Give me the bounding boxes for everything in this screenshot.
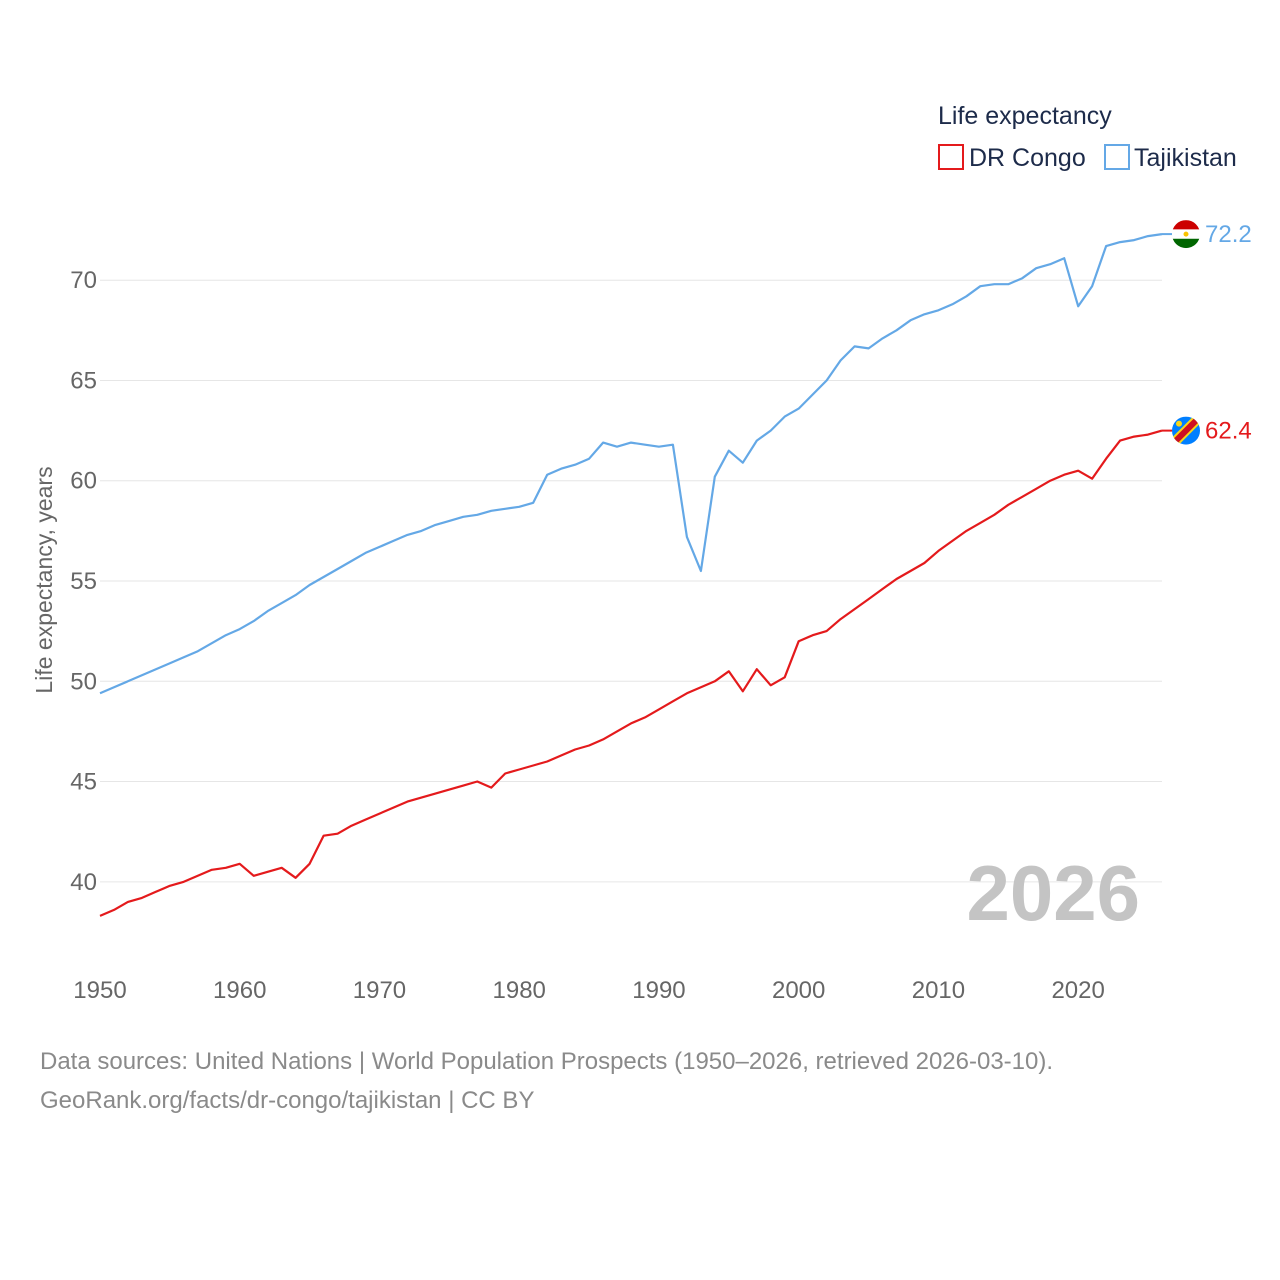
y-tick-label: 45 bbox=[70, 769, 97, 796]
x-axis-ticks: 1950 1960 1970 1980 1990 2000 2010 2020 bbox=[73, 977, 1105, 1004]
x-tick-label: 2010 bbox=[912, 977, 965, 1004]
legend-label-dr-congo[interactable]: DR Congo bbox=[969, 144, 1086, 172]
gridlines bbox=[100, 279, 1162, 883]
end-value-label: 62.4 bbox=[1205, 418, 1252, 445]
y-tick-label: 50 bbox=[70, 668, 97, 695]
x-tick-label: 1990 bbox=[632, 977, 685, 1004]
end-value-label: 72.2 bbox=[1205, 221, 1252, 248]
x-tick-label: 1960 bbox=[213, 977, 266, 1004]
x-tick-label: 2000 bbox=[772, 977, 825, 1004]
y-tick-label: 65 bbox=[70, 367, 97, 394]
series-end-markers: 62.4 72.2 bbox=[1162, 220, 1252, 445]
x-tick-label: 1970 bbox=[353, 977, 406, 1004]
data-source-text: Data sources: United Nations | World Pop… bbox=[40, 1048, 1054, 1075]
legend-swatch-dr-congo[interactable] bbox=[938, 144, 964, 170]
series-lines bbox=[99, 233, 1163, 917]
y-tick-label: 55 bbox=[70, 568, 97, 595]
y-axis-ticks: 40 45 50 55 60 65 70 bbox=[70, 267, 97, 896]
x-tick-label: 1980 bbox=[493, 977, 546, 1004]
dr-congo-flag-icon bbox=[1172, 416, 1200, 445]
y-tick-label: 70 bbox=[70, 267, 97, 294]
year-watermark: 2026 bbox=[966, 849, 1140, 937]
x-tick-label: 1950 bbox=[73, 977, 126, 1004]
tajikistan-flag-icon bbox=[1172, 220, 1200, 249]
footer: Data sources: United Nations | World Pop… bbox=[40, 1042, 1053, 1120]
legend-label-tajikistan[interactable]: Tajikistan bbox=[1134, 144, 1237, 172]
series-line-tajikistan[interactable] bbox=[99, 233, 1163, 695]
attribution-link[interactable]: GeoRank.org/facts/dr-congo/tajikistan | … bbox=[40, 1087, 535, 1114]
y-axis-label: Life expectancy, years bbox=[31, 466, 57, 693]
y-tick-label: 40 bbox=[70, 869, 97, 896]
y-tick-label: 60 bbox=[70, 468, 97, 495]
legend-swatch-tajikistan[interactable] bbox=[1104, 144, 1130, 170]
legend: Life expectancy DR Congo Tajikistan bbox=[938, 102, 1237, 172]
legend-title: Life expectancy bbox=[938, 102, 1112, 130]
x-tick-label: 2020 bbox=[1051, 977, 1104, 1004]
series-line-dr-congo[interactable] bbox=[99, 429, 1163, 917]
